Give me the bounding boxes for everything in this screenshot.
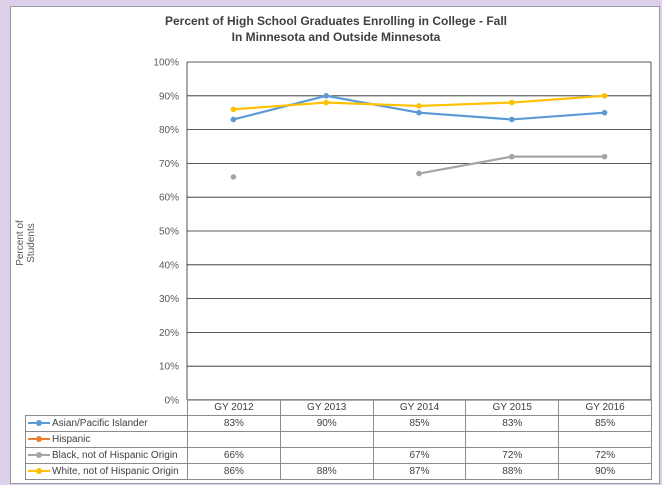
y-tick-label: 40% (159, 260, 179, 271)
data-label (279, 431, 374, 448)
x-tick-label: GY 2012 (187, 399, 281, 416)
legend-entry: Hispanic (25, 431, 188, 448)
data-label: 72% (558, 447, 652, 464)
data-label: 86% (187, 463, 281, 480)
table-row: Black, not of Hispanic Origin 66% 67% 72% 72… (25, 447, 652, 464)
data-label: 85% (372, 415, 467, 432)
data-label (465, 431, 560, 448)
plot-area: 0% 10% 20% 30% 40% 50% 60% 70% 80% 90% 100% (153, 58, 652, 407)
y-tick-label: 30% (159, 294, 179, 305)
data-label (558, 431, 652, 448)
data-point (601, 153, 608, 160)
legend-label: Asian/Pacific Islander (52, 418, 148, 429)
legend-entry: Asian/Pacific Islander (25, 415, 188, 432)
chart-title-line-2: In Minnesota and Outside Minnesota (231, 30, 441, 44)
legend-label: White, not of Hispanic Origin (52, 466, 179, 477)
data-label: 87% (372, 463, 467, 480)
legend-key-icon (28, 434, 50, 444)
table-row: White, not of Hispanic Origin 86% 88% 87% 88… (25, 463, 652, 480)
legend-key-icon (28, 450, 50, 460)
x-tick-label: GY 2015 (465, 399, 560, 416)
data-point (230, 116, 237, 123)
y-tick-label: 0% (165, 396, 180, 407)
y-tick-label: 10% (159, 362, 179, 373)
data-label: 67% (372, 447, 467, 464)
y-tick-label: 70% (159, 159, 179, 170)
chart-frame: Percent of High School Graduates Enrolli… (10, 6, 660, 484)
legend-entry: Black, not of Hispanic Origin (25, 447, 188, 464)
table-corner (26, 400, 188, 416)
data-label (372, 431, 467, 448)
data-point (509, 153, 515, 160)
data-point (416, 103, 422, 109)
data-table: GY 2012 GY 2013 GY 2014 GY 2015 GY 2016 Asian… (25, 399, 652, 480)
data-label: 85% (558, 415, 652, 432)
data-point (601, 109, 608, 116)
x-tick-label: GY 2013 (279, 399, 374, 416)
legend-key-icon (28, 418, 50, 428)
data-point (416, 109, 422, 116)
y-tick-label: 90% (159, 91, 179, 102)
chart-title-line-1: Percent of High School Graduates Enrolli… (164, 14, 508, 28)
data-point (509, 116, 515, 123)
data-point (416, 170, 422, 177)
data-label: 90% (279, 415, 374, 432)
y-tick-label: 50% (159, 227, 179, 238)
data-label: 90% (558, 463, 652, 480)
data-label: 88% (465, 463, 560, 480)
legend-label: Hispanic (52, 434, 91, 445)
y-tick-label: 80% (159, 125, 179, 136)
data-label (187, 431, 281, 448)
data-point (323, 99, 330, 106)
table-row: Hispanic (25, 431, 652, 448)
table-row: Asian/Pacific Islander 83% 90% 85% 83% 85% (25, 415, 652, 432)
x-tick-label: GY 2014 (372, 399, 467, 416)
data-point (601, 93, 608, 99)
data-point (230, 106, 237, 113)
data-point (509, 99, 515, 106)
legend-entry: White, not of Hispanic Origin (25, 463, 188, 480)
chart-title: Percent of High School Graduates Enrolli… (11, 13, 661, 45)
x-tick-label: GY 2016 (558, 399, 652, 416)
data-point (230, 174, 237, 180)
data-label: 66% (187, 447, 281, 464)
data-label: 83% (465, 415, 560, 432)
legend-key-icon (28, 466, 50, 476)
data-label: 72% (465, 447, 560, 464)
y-tick-label: 100% (153, 58, 179, 69)
data-label: 88% (279, 463, 374, 480)
legend-label: Black, not of Hispanic Origin (52, 450, 178, 461)
y-tick-label: 20% (159, 328, 179, 339)
data-label (279, 447, 374, 464)
data-point (323, 93, 330, 99)
data-label: 83% (187, 415, 281, 432)
y-tick-label: 60% (159, 193, 179, 204)
